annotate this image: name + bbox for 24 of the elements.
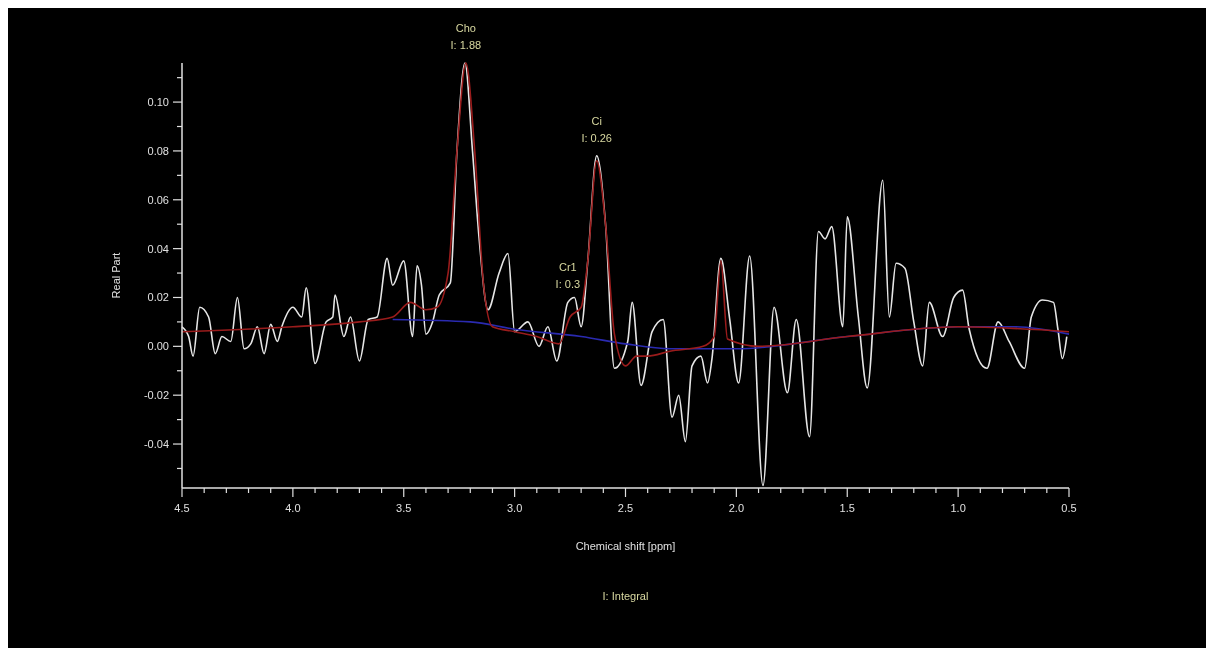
line-series bbox=[181, 62, 1070, 367]
x-tick-label: 3.0 bbox=[506, 502, 523, 514]
text: I: Integral bbox=[602, 590, 649, 602]
y-tick-label: -0.02 bbox=[143, 389, 169, 402]
y-tick-label: 0.06 bbox=[147, 193, 169, 206]
annotation: Cho I: 1.88 bbox=[450, 22, 482, 51]
x-axis-title: Chemical shift [ppm] bbox=[575, 540, 676, 552]
x-tick-label: 2.0 bbox=[728, 502, 745, 514]
y-tick-label: 0.00 bbox=[147, 340, 169, 353]
y-tick-label: 0.04 bbox=[147, 242, 169, 255]
x-tick-label: 3.5 bbox=[396, 502, 412, 514]
y-axis-title: Real Part bbox=[110, 252, 122, 299]
y-tick-label: -0.04 bbox=[143, 438, 169, 451]
x-tick-label: 0.5 bbox=[1061, 502, 1077, 514]
y-tick-label: 0.08 bbox=[147, 144, 169, 157]
y-tick-label: 0.10 bbox=[147, 96, 169, 109]
x-tick-label: 1.0 bbox=[950, 502, 966, 514]
annotation: Ci I: 0.26 bbox=[581, 114, 612, 144]
x-tick-label: 4.0 bbox=[285, 502, 301, 514]
y-tick-label: 0.02 bbox=[147, 291, 169, 304]
x-tick-label: 4.5 bbox=[174, 502, 190, 514]
annotation: Cr1 I: 0.3 bbox=[555, 261, 581, 291]
x-tick-label: 1.5 bbox=[839, 502, 855, 514]
x-tick-label: 2.5 bbox=[617, 502, 634, 514]
